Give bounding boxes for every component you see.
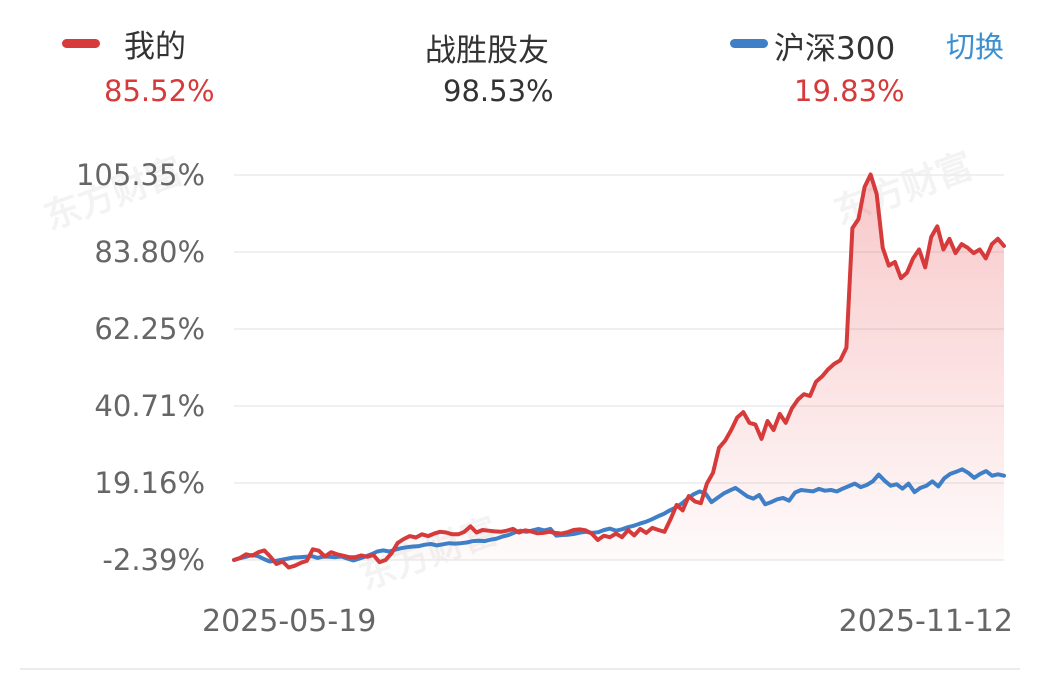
mine-line-swatch-icon	[62, 39, 100, 48]
area-fill	[234, 174, 1004, 568]
series-area-mine	[234, 174, 1004, 568]
series-line-mine	[232, 172, 1006, 570]
y-tick-label: -2.39%	[102, 543, 205, 577]
y-tick-label: 40.71%	[94, 389, 205, 423]
legend-mine-value: 85.52%	[104, 74, 215, 108]
y-tick-label: 62.25%	[94, 312, 205, 346]
x-axis: 2025-05-19 2025-11-12	[202, 604, 1013, 639]
y-axis: 105.35% 83.80% 62.25% 40.71% 19.16% -2.39%	[76, 158, 205, 577]
bottom-divider	[20, 668, 1020, 670]
legend: 我的 85.52% 战胜股友 98.53% 沪深300 19.83% 切换	[0, 0, 1040, 120]
x-tick-label: 2025-11-12	[839, 604, 1013, 639]
legend-index-value: 19.83%	[794, 74, 905, 108]
y-tick-label: 83.80%	[94, 235, 205, 269]
legend-beat-value: 98.53%	[443, 74, 554, 108]
switch-benchmark-button[interactable]: 切换	[946, 30, 1005, 64]
x-tick-label: 2025-05-19	[202, 604, 376, 639]
y-tick-label: 105.35%	[76, 158, 205, 192]
legend-index-name: 沪深300	[774, 31, 896, 67]
y-tick-label: 19.16%	[94, 466, 205, 500]
legend-mine-name: 我的	[124, 29, 186, 65]
series-lines	[232, 172, 1006, 570]
watermark-text: 东方财富	[829, 145, 979, 234]
index-line-swatch-icon	[730, 39, 768, 48]
legend-beat-name: 战胜股友	[425, 33, 549, 69]
